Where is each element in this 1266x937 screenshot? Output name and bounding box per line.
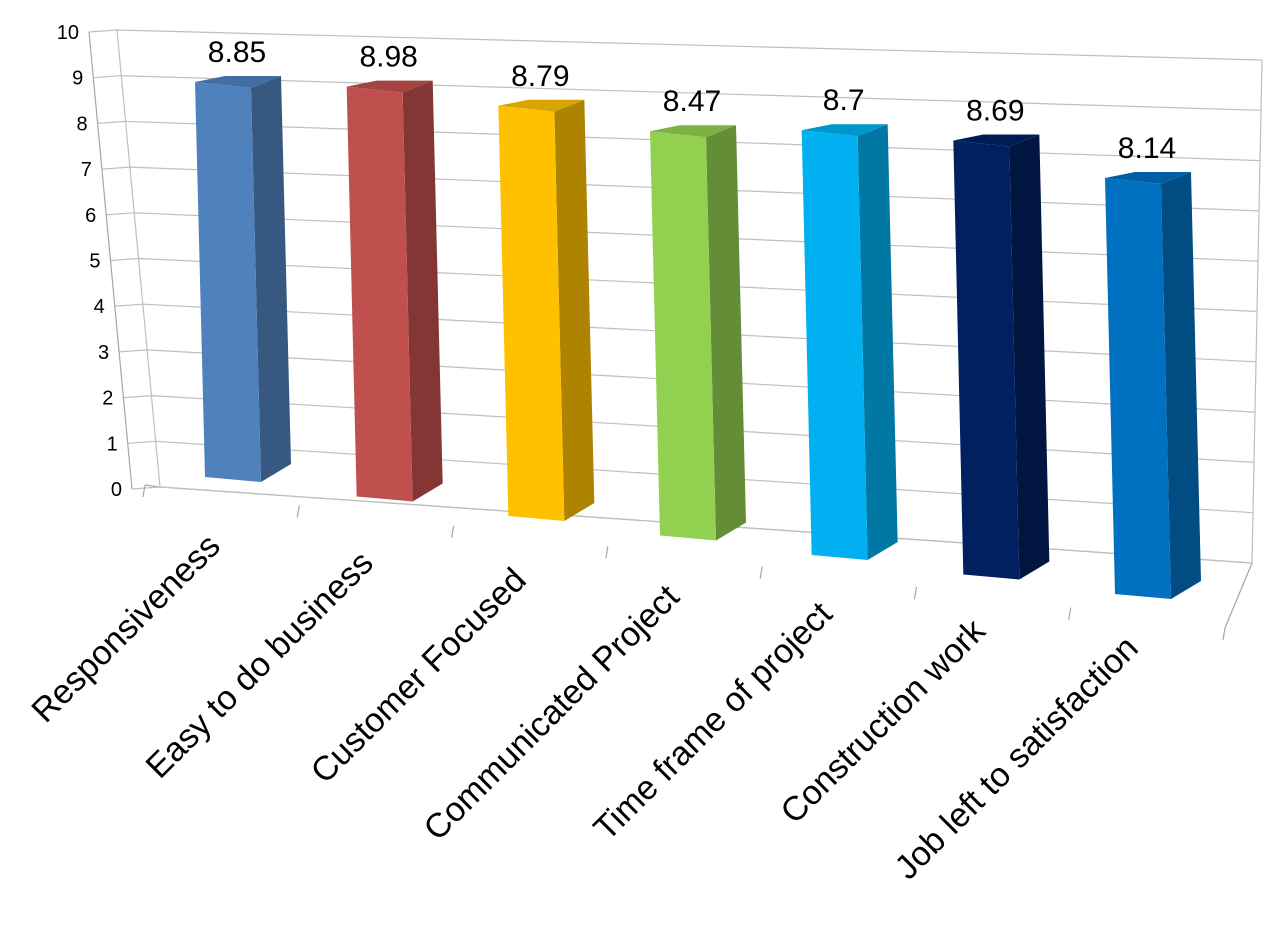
- back-wall-left-edge: [116, 29, 161, 488]
- bar-side: [554, 99, 595, 522]
- bar: [801, 124, 898, 560]
- bar: [195, 76, 291, 482]
- x-tick-mark: [1222, 627, 1226, 641]
- bar: [1105, 172, 1201, 599]
- bar-side: [1009, 134, 1050, 580]
- bar: [953, 134, 1050, 580]
- bar-side: [857, 124, 898, 560]
- bars: [195, 76, 1201, 599]
- x-tick-mark: [142, 484, 146, 498]
- y-tick-label: 0: [111, 479, 122, 501]
- y-tick-label: 8: [76, 113, 87, 135]
- y-tick-label: 3: [98, 342, 109, 364]
- x-tick-mark: [759, 566, 763, 579]
- data-labels: 8.85 8.98 8.79 8.47 8.7 8.69 8.14: [208, 36, 1176, 165]
- bar-side: [706, 125, 746, 541]
- bar-top: [346, 80, 433, 93]
- y-tick-label: 10: [57, 22, 79, 44]
- y-tick-label: 6: [85, 205, 96, 227]
- x-tick-mark: [296, 505, 300, 518]
- bar-front: [1105, 178, 1171, 599]
- x-tick-mark: [913, 587, 918, 600]
- data-label: 8.47: [663, 85, 721, 118]
- bar-top: [650, 125, 736, 138]
- y-axis-ticks: 0 1 2 3 4 5 6 7 8 9 10: [57, 22, 122, 501]
- bar-front: [346, 86, 413, 502]
- bar-front: [498, 105, 565, 522]
- x-tick-mark: [450, 525, 455, 538]
- data-label: 8.98: [359, 41, 417, 74]
- bar-front: [650, 131, 716, 541]
- gridlines: [88, 29, 1263, 641]
- y-tick-label: 2: [102, 388, 113, 410]
- data-label: 8.85: [208, 36, 266, 69]
- y-tick-label: 4: [94, 296, 105, 318]
- bar-side: [1161, 172, 1201, 599]
- y-tick-label: 7: [81, 159, 92, 181]
- y-axis-line: [88, 31, 133, 490]
- bar-top: [1105, 172, 1191, 184]
- back-wall-right-edge: [1251, 59, 1263, 564]
- bar-side: [251, 76, 291, 482]
- data-label: 8.14: [1118, 132, 1176, 165]
- bar-top: [195, 76, 281, 88]
- bar-front: [801, 130, 868, 560]
- bar: [650, 125, 746, 541]
- data-label: 8.79: [511, 60, 569, 93]
- y-tick-label: 5: [89, 251, 100, 273]
- bar-top: [953, 134, 1040, 147]
- data-label: 8.69: [966, 94, 1024, 127]
- bar: [498, 99, 595, 522]
- bar-front: [953, 140, 1020, 580]
- bar-front: [195, 82, 261, 482]
- y-tick-label: 1: [107, 433, 118, 455]
- x-tick-mark: [605, 546, 609, 559]
- bar: [346, 80, 443, 502]
- y-tick-label: 9: [72, 68, 83, 90]
- x-tick-mark: [1068, 607, 1072, 620]
- bar-top: [801, 124, 888, 137]
- bar-top: [498, 99, 585, 112]
- data-label: 8.7: [823, 84, 865, 117]
- bar-side: [402, 80, 443, 502]
